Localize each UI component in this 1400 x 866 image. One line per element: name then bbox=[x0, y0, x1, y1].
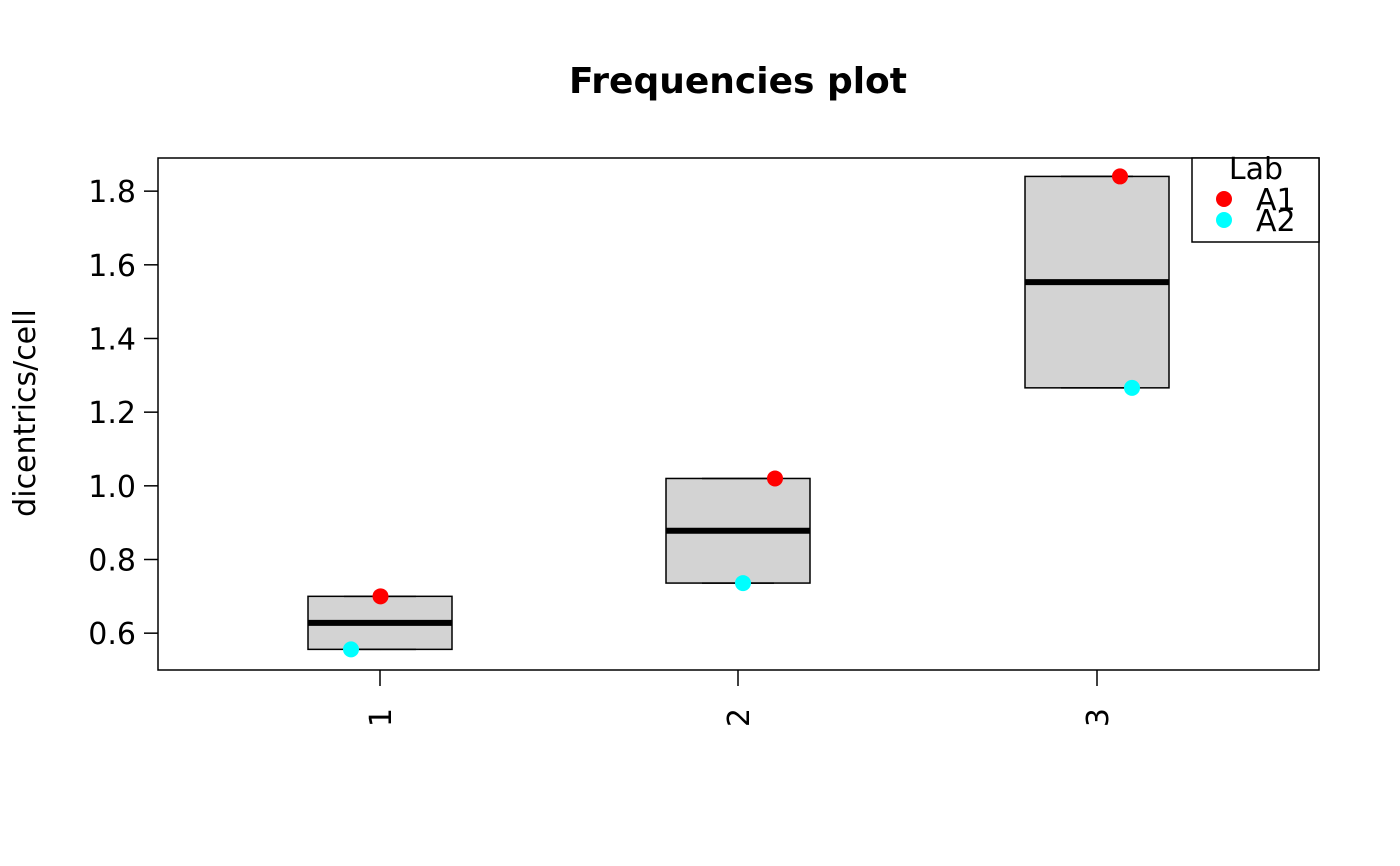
x-tick-label: 3 bbox=[1081, 708, 1116, 727]
y-axis-label: dicentrics/cell bbox=[8, 309, 43, 517]
y-tick-label: 1.4 bbox=[88, 322, 136, 357]
data-point-A1 bbox=[767, 470, 783, 487]
legend-label-A1: A1 bbox=[1256, 183, 1296, 218]
box-2 bbox=[665, 477, 811, 584]
x-tick-label: 1 bbox=[364, 708, 399, 727]
y-tick-label: 1.0 bbox=[88, 470, 136, 505]
legend-marker-A2 bbox=[1216, 212, 1232, 228]
data-point-A1 bbox=[372, 588, 389, 605]
axes: 0.6 0.8 1.0 1.2 1.4 1.6 1.8 1 2 3 bbox=[88, 157, 1320, 727]
chart-title: Frequencies plot bbox=[569, 61, 907, 102]
y-tick-label: 1.6 bbox=[88, 249, 136, 284]
data-point-A2 bbox=[343, 641, 359, 658]
series-A1 bbox=[372, 168, 1128, 605]
box-1 bbox=[307, 595, 453, 651]
series-A2 bbox=[343, 379, 1140, 658]
legend-label-A2: A2 bbox=[1256, 204, 1296, 239]
plot-area bbox=[307, 175, 1170, 651]
legend-marker-A1 bbox=[1216, 191, 1232, 207]
y-tick-label: 1.2 bbox=[88, 396, 136, 431]
data-point-A2 bbox=[735, 575, 751, 592]
legend-title: Lab bbox=[1229, 152, 1283, 187]
y-tick-label: 0.8 bbox=[88, 543, 136, 578]
box-3 bbox=[1024, 175, 1170, 389]
legend-box bbox=[1191, 157, 1320, 243]
data-point-A1 bbox=[1112, 168, 1128, 185]
y-tick-label: 1.8 bbox=[88, 175, 136, 210]
x-tick-label: 2 bbox=[722, 708, 757, 727]
data-points bbox=[343, 168, 1140, 658]
y-tick-label: 0.6 bbox=[88, 617, 136, 652]
data-point-A2 bbox=[1124, 379, 1140, 396]
